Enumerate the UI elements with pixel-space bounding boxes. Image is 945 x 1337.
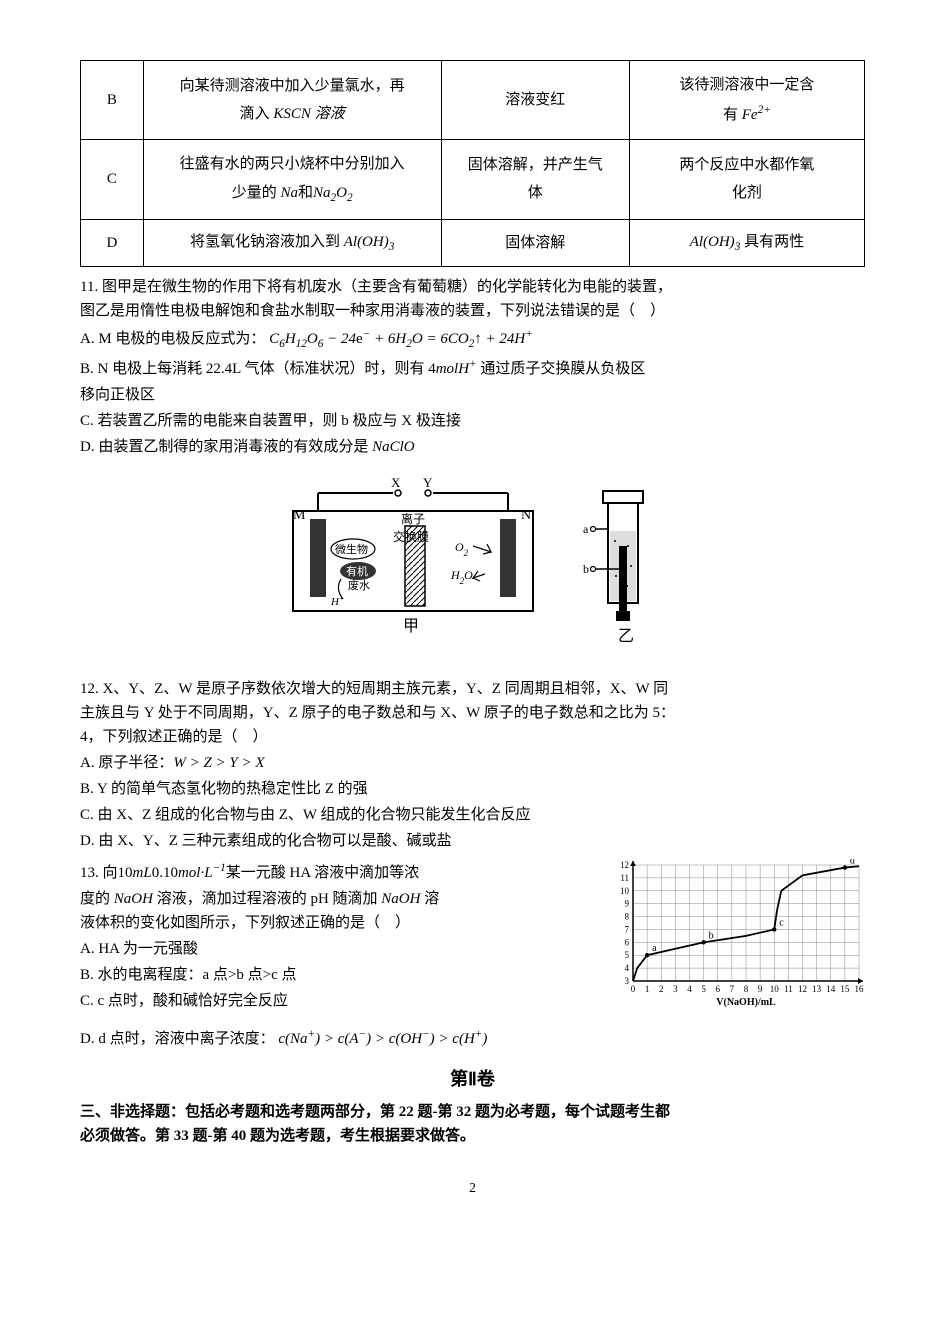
row-b-observation: 溶液变红 [441, 61, 629, 140]
electrode-m-label: M [293, 508, 306, 523]
microbe-label: 微生物 [335, 542, 368, 556]
waste-label: 废水 [348, 578, 370, 592]
section-2-instructions: 三、非选择题：包括必考题和选考题两部分，第 22 题-第 32 题为必考题，每个… [80, 1100, 865, 1148]
svg-text:3: 3 [673, 984, 678, 994]
svg-text:14: 14 [826, 984, 836, 994]
q12-option-b: B. Y 的简单气态氢化物的热稳定性比 Z 的强 [80, 777, 865, 801]
svg-text:11: 11 [620, 873, 629, 883]
page-number: 2 [80, 1178, 865, 1200]
yi-caption: 乙 [618, 628, 634, 645]
q11-option-d: D. 由装置乙制得的家用消毒液的有效成分是 NaClO [80, 435, 865, 459]
row-c-conclusion: 两个反应中水都作氧 化剂 [629, 140, 864, 220]
svg-text:b: b [709, 930, 714, 941]
q11-figure: X Y M N 离子 交换膜 微生物 有机 废水 H+ O2 [80, 471, 865, 659]
section-2-title: 第Ⅱ卷 [80, 1065, 865, 1094]
o2-label: O2 [455, 540, 469, 558]
terminal-b-label: b [583, 562, 589, 576]
jia-caption: 甲 [403, 618, 419, 635]
svg-text:4: 4 [625, 963, 630, 973]
q11-stem: 11. 图甲是在微生物的作用下将有机废水（主要含有葡萄糖）的化学能转化为电能的装… [80, 275, 865, 323]
row-b-label: B [81, 61, 144, 140]
ion-label: 离子 [401, 511, 425, 526]
row-b-operation: 向某待测溶液中加入少量氯水，再 滴入 KSCN 溶液 [143, 61, 441, 140]
svg-text:1: 1 [645, 984, 650, 994]
svg-text:7: 7 [730, 984, 735, 994]
q11-option-b: B. N 电极上每消耗 22.4L 气体（标准状况）时，则有 4molH+ 通过… [80, 355, 865, 381]
svg-text:5: 5 [625, 950, 630, 960]
svg-text:10: 10 [770, 984, 780, 994]
electrode-m [310, 519, 326, 597]
organic-label: 有机 [346, 564, 368, 578]
q11-option-b-line2: 移向正极区 [80, 383, 865, 407]
svg-text:8: 8 [625, 911, 630, 921]
svg-text:9: 9 [758, 984, 763, 994]
row-c-observation: 固体溶解，并产生气 体 [441, 140, 629, 220]
q11-option-a: A. M 电极的电极反应式为： C6H12O6 − 24e− + 6H2O = … [80, 325, 865, 353]
svg-text:15: 15 [840, 984, 850, 994]
svg-text:16: 16 [855, 984, 865, 994]
svg-text:5: 5 [701, 984, 706, 994]
row-d-operation: 将氢氧化钠溶液加入到 Al(OH)3 [143, 219, 441, 266]
svg-text:8: 8 [744, 984, 749, 994]
svg-text:2: 2 [659, 984, 664, 994]
svg-text:d: d [850, 859, 855, 867]
table-row: B 向某待测溶液中加入少量氯水，再 滴入 KSCN 溶液 溶液变红 该待测溶液中… [81, 61, 865, 140]
svg-text:11: 11 [784, 984, 793, 994]
svg-text:12: 12 [620, 860, 629, 870]
terminal-a-label: a [583, 522, 589, 536]
row-d-observation: 固体溶解 [441, 219, 629, 266]
svg-text:V(NaOH)/mL: V(NaOH)/mL [716, 997, 776, 1008]
q11-option-c: C. 若装置乙所需的电能来自装置甲，则 b 极应与 X 极连接 [80, 409, 865, 433]
svg-text:a: a [652, 943, 657, 954]
svg-text:4: 4 [687, 984, 692, 994]
device-jia-group: X Y M N 离子 交换膜 微生物 有机 废水 H+ O2 [293, 475, 533, 635]
svg-text:13: 13 [812, 984, 822, 994]
svg-text:10: 10 [620, 886, 630, 896]
table-row: C 往盛有水的两只小烧杯中分别加入 少量的 Na和Na2O2 固体溶解，并产生气… [81, 140, 865, 220]
h-plus-label: H+ [330, 593, 344, 608]
row-c-label: C [81, 140, 144, 220]
svg-text:6: 6 [716, 984, 721, 994]
svg-text:0: 0 [631, 984, 636, 994]
svg-text:12: 12 [798, 984, 807, 994]
svg-text:9: 9 [625, 899, 630, 909]
device-yi-group: a b 乙 [583, 491, 643, 645]
terminal-y-label: Y [423, 475, 433, 490]
row-d-conclusion: Al(OH)3 具有两性 [629, 219, 864, 266]
q12-option-a: A. 原子半径：W > Z > Y > X [80, 751, 865, 775]
table-row: D 将氢氧化钠溶液加入到 Al(OH)3 固体溶解 Al(OH)3 具有两性 [81, 219, 865, 266]
q12-option-c: C. 由 X、Z 组成的化合物与由 Z、W 组成的化合物只能发生化合反应 [80, 803, 865, 827]
row-b-conclusion: 该待测溶液中一定含 有 Fe2+ [629, 61, 864, 140]
svg-text:c: c [779, 917, 784, 928]
experiment-table: B 向某待测溶液中加入少量氯水，再 滴入 KSCN 溶液 溶液变红 该待测溶液中… [80, 60, 865, 267]
svg-text:6: 6 [625, 937, 630, 947]
q13-option-d: D. d 点时，溶液中离子浓度： c(Na+) > c(A−) > c(OH−)… [80, 1025, 865, 1051]
q12-stem: 12. X、Y、Z、W 是原子序数依次增大的短周期主族元素，Y、Z 同周期且相邻… [80, 677, 865, 749]
electrode-n [500, 519, 516, 597]
row-d-label: D [81, 219, 144, 266]
q13-chart: 0123456789101112131415163456789101112V(N… [605, 859, 865, 1017]
h2o-label: H2O [450, 568, 473, 586]
svg-text:3: 3 [625, 976, 630, 986]
row-c-operation: 往盛有水的两只小烧杯中分别加入 少量的 Na和Na2O2 [143, 140, 441, 220]
q12-option-d: D. 由 X、Y、Z 三种元素组成的化合物可以是酸、碱或盐 [80, 829, 865, 853]
svg-text:7: 7 [625, 924, 630, 934]
membrane-label: 交换膜 [393, 529, 429, 544]
terminal-x-label: X [391, 475, 401, 490]
electrode-n-label: N [521, 508, 531, 523]
